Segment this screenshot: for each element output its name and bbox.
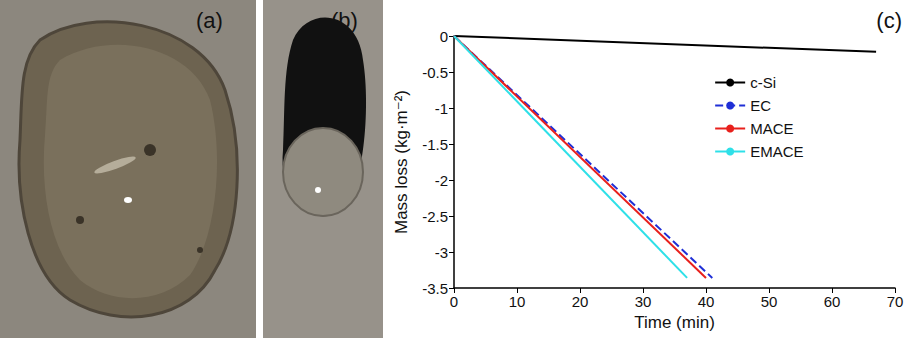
svg-text:-3: -3	[435, 244, 448, 261]
svg-text:70: 70	[887, 293, 904, 310]
svg-text:EMACE: EMACE	[750, 143, 803, 160]
svg-text:-2.5: -2.5	[422, 208, 448, 225]
svg-text:c-Si: c-Si	[750, 74, 776, 91]
html-text:(a): (a)	[196, 8, 223, 33]
svg-text:-1: -1	[435, 100, 448, 117]
svg-text:0: 0	[440, 28, 448, 45]
svg-text:(c): (c)	[876, 8, 902, 33]
svg-text:0: 0	[450, 293, 458, 310]
svg-text:Time (min): Time (min)	[634, 313, 715, 332]
svg-text:10: 10	[509, 293, 526, 310]
svg-text:-0.5: -0.5	[422, 64, 448, 81]
svg-text:20: 20	[572, 293, 589, 310]
html-text:(b): (b)	[331, 8, 358, 33]
svg-text:Mass loss (kg·m⁻²): Mass loss (kg·m⁻²)	[392, 90, 411, 234]
svg-text:40: 40	[698, 293, 715, 310]
svg-text:50: 50	[761, 293, 778, 310]
svg-text:EC: EC	[750, 97, 771, 114]
svg-text:30: 30	[635, 293, 652, 310]
svg-text:-3.5: -3.5	[422, 280, 448, 297]
svg-text:60: 60	[824, 293, 841, 310]
svg-text:-1.5: -1.5	[422, 136, 448, 153]
svg-text:-2: -2	[435, 172, 448, 189]
svg-text:MACE: MACE	[750, 120, 793, 137]
